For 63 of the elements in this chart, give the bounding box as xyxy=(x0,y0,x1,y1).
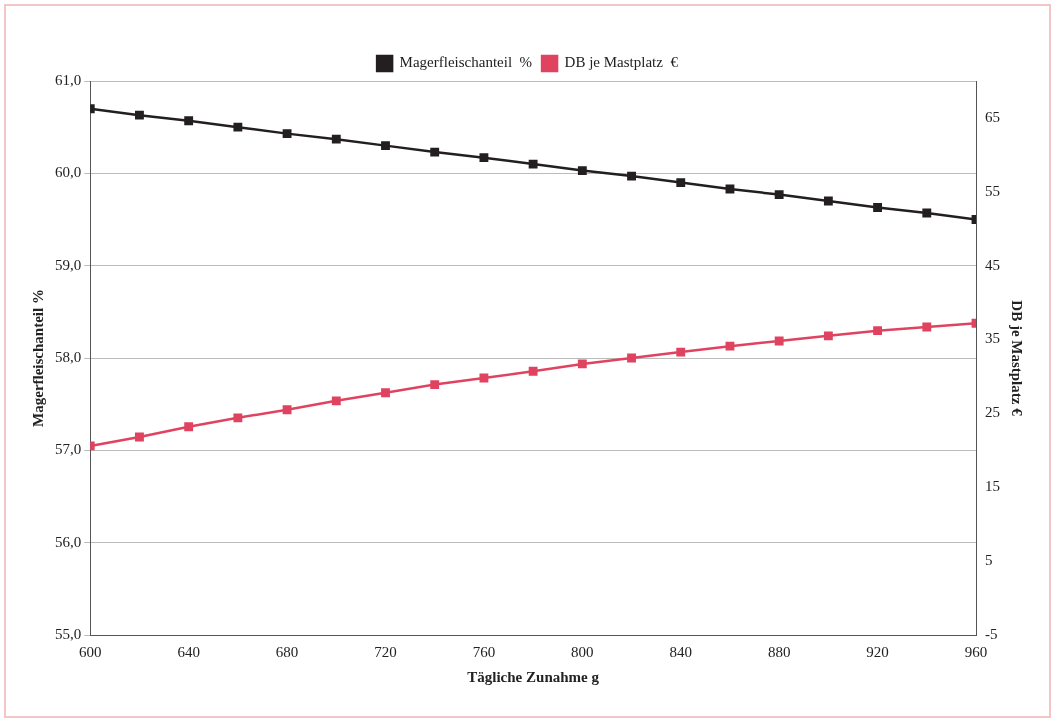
y2-tick-label: 45 xyxy=(985,256,1000,273)
point xyxy=(528,159,538,169)
point xyxy=(676,347,686,357)
point xyxy=(627,171,636,181)
point xyxy=(135,432,144,442)
point xyxy=(922,208,932,218)
point xyxy=(774,190,784,199)
y2-tick-label: 65 xyxy=(985,108,1000,125)
y-tick-label: 58,0 xyxy=(55,348,82,365)
point xyxy=(233,413,243,423)
point xyxy=(331,134,341,144)
x-tick-label: 600 xyxy=(79,643,102,660)
x-tick-label: 720 xyxy=(374,643,397,660)
point xyxy=(774,336,784,346)
point xyxy=(135,110,144,120)
point xyxy=(430,380,440,390)
y-tick-label: 59,0 xyxy=(55,256,82,273)
point xyxy=(282,129,292,139)
x-tick-label: 840 xyxy=(669,643,692,660)
point xyxy=(577,359,587,369)
point xyxy=(627,353,636,363)
y2-tick-label: 5 xyxy=(985,552,993,569)
y-tick-label: 56,0 xyxy=(55,533,82,550)
point xyxy=(381,141,390,151)
y2-tick-label: 25 xyxy=(985,404,1000,421)
point xyxy=(823,331,833,341)
point xyxy=(331,396,341,406)
x-axis-title: Tägliche Zunahme g xyxy=(467,668,600,685)
x-tick-label: 680 xyxy=(275,643,299,660)
point xyxy=(873,203,883,212)
legend-label: Magerfleischanteil % xyxy=(399,54,533,71)
y2-tick-label: 15 xyxy=(985,478,1000,495)
point xyxy=(184,116,194,126)
point xyxy=(922,322,932,332)
point xyxy=(873,326,883,336)
point xyxy=(676,178,686,187)
point xyxy=(381,388,390,398)
point xyxy=(479,153,489,163)
point xyxy=(479,373,489,383)
point xyxy=(823,196,833,206)
point xyxy=(430,147,440,157)
y-axis-title: Magerfleischanteil % xyxy=(29,289,46,427)
x-tick-label: 880 xyxy=(767,643,791,660)
y2-tick-label: 55 xyxy=(985,182,1000,199)
y-tick-label: 57,0 xyxy=(55,441,82,458)
y2-axis-title: DB je Mastplatz € xyxy=(1009,300,1026,417)
x-tick-label: 920 xyxy=(866,643,889,660)
point xyxy=(725,341,735,351)
y2-tick-label: 35 xyxy=(985,330,1000,347)
legend-label: DB je Mastplatz € xyxy=(564,54,679,71)
x-tick-label: 960 xyxy=(964,643,988,660)
y-tick-label: 60,0 xyxy=(55,164,82,181)
y-tick-label: 55,0 xyxy=(55,625,82,642)
point xyxy=(282,405,292,415)
point xyxy=(528,366,538,376)
point xyxy=(233,122,243,132)
x-tick-label: 800 xyxy=(571,643,594,660)
y2-tick-label: -5 xyxy=(985,625,998,642)
x-tick-label: 760 xyxy=(472,643,496,660)
y-tick-label: 61,0 xyxy=(55,71,82,88)
x-tick-label: 640 xyxy=(177,643,200,660)
point xyxy=(577,166,587,175)
point xyxy=(184,422,194,432)
